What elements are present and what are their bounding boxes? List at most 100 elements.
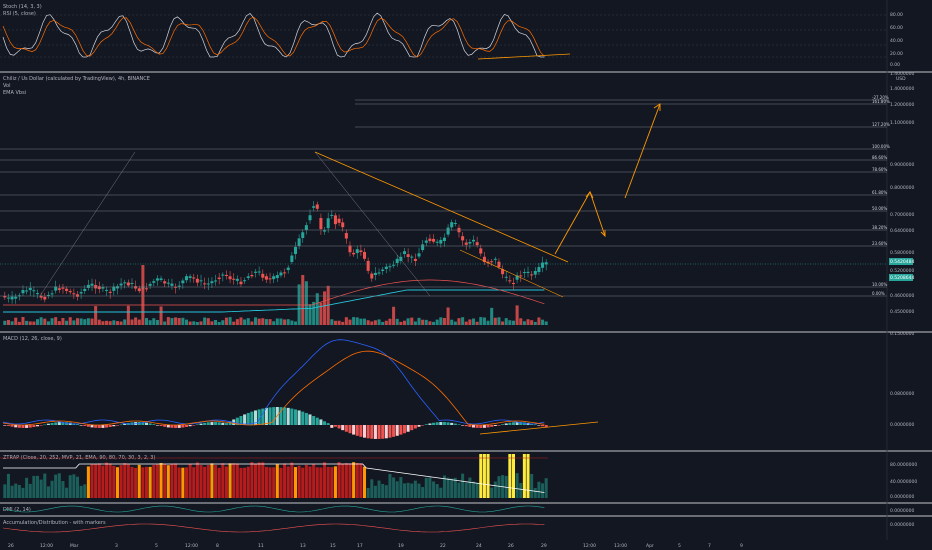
price-scale-label: 1.1000000 bbox=[890, 120, 914, 126]
macd-histogram-bar bbox=[497, 425, 501, 426]
time-axis-label: 26 bbox=[508, 543, 514, 549]
ztrap-bar bbox=[428, 477, 432, 498]
candle bbox=[130, 283, 134, 285]
ztrap-bar bbox=[413, 480, 417, 498]
volume-bar bbox=[381, 321, 385, 325]
ztrap-bar bbox=[297, 465, 301, 498]
ztrap-bar bbox=[341, 463, 345, 498]
projection-path-2 bbox=[624, 103, 661, 199]
volume-bar bbox=[286, 319, 290, 325]
macd-histogram-bar bbox=[377, 425, 381, 439]
candle bbox=[402, 251, 406, 255]
ztrap-bar bbox=[75, 476, 79, 498]
ztrap-bar bbox=[308, 466, 312, 498]
arrow-head bbox=[653, 103, 661, 111]
volume-bar bbox=[493, 317, 497, 325]
volume-bar bbox=[533, 321, 537, 325]
candle bbox=[344, 233, 348, 239]
macd-histogram-bar bbox=[468, 425, 472, 427]
macd-histogram-bar bbox=[330, 425, 334, 428]
macd-histogram-bar bbox=[472, 425, 476, 428]
candle bbox=[195, 278, 199, 283]
macd-histogram-bar bbox=[283, 407, 287, 425]
candle bbox=[72, 293, 76, 295]
plot-area bbox=[0, 12, 887, 533]
price-scale-label: 0.0000000 bbox=[890, 422, 914, 428]
volume-bar bbox=[3, 320, 7, 325]
ztrap-bar bbox=[123, 463, 127, 498]
ztrap-bar bbox=[355, 462, 359, 498]
volume-bar bbox=[486, 320, 490, 325]
candle bbox=[14, 296, 18, 299]
ztrap-bar bbox=[464, 482, 468, 498]
candle bbox=[511, 282, 515, 285]
macd-histogram-bar bbox=[308, 414, 312, 425]
candle bbox=[243, 280, 247, 282]
ztrap-bar bbox=[519, 483, 523, 498]
macd-histogram-bar bbox=[257, 409, 261, 425]
candle bbox=[308, 215, 312, 221]
volume-bar bbox=[224, 317, 228, 325]
macd-histogram-bar bbox=[115, 425, 119, 426]
ztrap-bar bbox=[108, 463, 112, 498]
volume-bar bbox=[519, 318, 523, 325]
ztrap-bar bbox=[359, 463, 363, 498]
volume-bar bbox=[355, 317, 359, 325]
macd-histogram-bar bbox=[6, 425, 10, 426]
macd-histogram-bar bbox=[174, 425, 178, 428]
macd-histogram-bar bbox=[428, 423, 432, 425]
volume-bar bbox=[464, 321, 468, 325]
macd-histogram-bar bbox=[490, 425, 494, 427]
volume-bar bbox=[159, 306, 163, 325]
macd-histogram-bar bbox=[504, 423, 508, 425]
volume-bar bbox=[312, 301, 316, 325]
macd-histogram-bar bbox=[10, 425, 14, 427]
ztrap-bar bbox=[166, 465, 170, 498]
candle bbox=[432, 238, 436, 242]
candle bbox=[541, 262, 545, 268]
volume-bar bbox=[94, 306, 98, 325]
candle bbox=[533, 270, 537, 275]
time-axis-label: 7 bbox=[708, 543, 711, 549]
macd-histogram-bar bbox=[235, 417, 239, 425]
ztrap-bar bbox=[530, 473, 534, 498]
volume-bar bbox=[155, 320, 159, 325]
time-axis-label: 13:00 bbox=[614, 543, 627, 549]
candle bbox=[214, 280, 218, 282]
candle bbox=[468, 242, 472, 244]
macd-histogram-bar bbox=[359, 425, 363, 437]
ad-title: Accumulation/Distribution - with markers bbox=[3, 520, 106, 526]
arrow-head bbox=[600, 230, 606, 238]
volume-bar bbox=[283, 319, 287, 325]
macd-histogram-bar bbox=[61, 422, 65, 425]
macd-histogram-bar bbox=[541, 425, 545, 427]
ztrap-bar bbox=[159, 463, 163, 498]
candle bbox=[479, 248, 483, 254]
volume-bar bbox=[352, 317, 356, 325]
ztrap-bar bbox=[217, 467, 221, 498]
ema-line bbox=[3, 289, 545, 313]
stoch-trendline bbox=[477, 53, 571, 60]
ztrap-bar bbox=[112, 465, 116, 498]
time-axis-label: Apr bbox=[646, 543, 654, 549]
volume-bar bbox=[482, 317, 486, 325]
ztrap-bar bbox=[286, 466, 290, 498]
candle bbox=[86, 284, 90, 288]
volume-bar bbox=[61, 318, 65, 325]
price-scale-label: 80.00 bbox=[890, 12, 903, 18]
ztrap-bar bbox=[544, 478, 548, 498]
volume-bar bbox=[373, 320, 377, 325]
ztrap-bar bbox=[94, 464, 98, 498]
ztrap-bar bbox=[333, 466, 337, 498]
ztrap-bar bbox=[224, 466, 228, 498]
volume-bar bbox=[490, 307, 494, 325]
macd-histogram-bar bbox=[105, 425, 109, 428]
macd-histogram-bar bbox=[279, 407, 283, 425]
candle bbox=[482, 256, 486, 263]
time-axis-label: 5 bbox=[155, 543, 158, 549]
volume-bar bbox=[308, 304, 312, 325]
macd-histogram-bar bbox=[348, 425, 352, 434]
dmi-line bbox=[2, 505, 545, 513]
volume-bar bbox=[511, 320, 515, 325]
candle bbox=[283, 272, 287, 274]
